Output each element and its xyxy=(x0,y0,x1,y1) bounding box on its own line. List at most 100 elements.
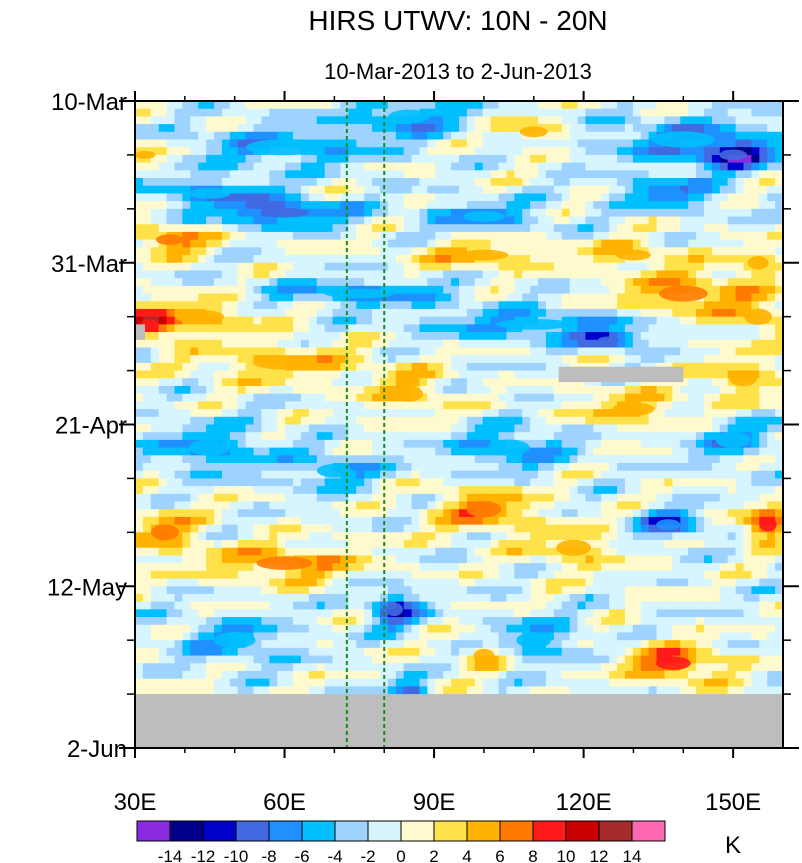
field-cell xyxy=(245,108,255,117)
field-cell xyxy=(316,201,326,210)
field-cell xyxy=(229,108,239,117)
field-cell xyxy=(182,385,191,395)
field-cell xyxy=(269,255,278,264)
field-cell xyxy=(229,532,239,541)
field-cell xyxy=(308,285,318,295)
field-cell xyxy=(609,270,618,279)
field-cell xyxy=(245,409,255,418)
field-cell xyxy=(419,409,428,418)
field-cell xyxy=(300,293,310,302)
field-cell xyxy=(348,362,357,372)
field-cell xyxy=(443,178,452,187)
field-cell xyxy=(648,555,658,564)
field-cell xyxy=(435,347,444,356)
field-cell xyxy=(735,193,745,202)
field-cell xyxy=(142,116,152,125)
field-cell xyxy=(150,255,160,264)
field-cell xyxy=(229,509,239,518)
field-cell xyxy=(553,432,563,441)
field-cell xyxy=(632,308,642,318)
field-cell xyxy=(198,139,207,148)
field-cell xyxy=(229,239,239,248)
field-cell xyxy=(743,409,752,418)
field-cell xyxy=(577,493,587,503)
field-cell xyxy=(498,131,508,141)
field-cell xyxy=(474,478,484,487)
field-cell xyxy=(221,524,231,533)
field-cell xyxy=(372,178,381,187)
field-cell xyxy=(150,116,160,125)
field-cell xyxy=(300,424,310,433)
field-cell xyxy=(601,285,610,295)
field-cell xyxy=(759,486,768,495)
field-cell xyxy=(387,316,397,325)
field-cell xyxy=(474,308,484,318)
field-cell xyxy=(624,332,634,341)
field-cell xyxy=(577,324,587,333)
field-cell xyxy=(506,139,515,148)
field-cell xyxy=(474,455,484,464)
field-cell xyxy=(142,470,152,480)
field-cell xyxy=(775,478,784,487)
field-cell xyxy=(285,439,294,449)
field-cell xyxy=(719,378,729,387)
field-cell xyxy=(593,131,602,141)
field-cell xyxy=(150,101,160,110)
field-cell xyxy=(775,224,784,233)
field-cell xyxy=(214,339,223,349)
field-cell xyxy=(324,478,334,487)
field-cell xyxy=(640,147,650,156)
field-cell xyxy=(372,355,381,364)
field-cell xyxy=(498,301,508,310)
field-cell xyxy=(356,247,365,256)
field-cell xyxy=(158,332,168,341)
field-cell xyxy=(640,255,650,264)
field-cell xyxy=(688,339,697,349)
field-cell xyxy=(577,339,587,349)
field-cell xyxy=(277,447,286,456)
field-cell xyxy=(696,247,705,256)
field-cell xyxy=(585,401,594,410)
field-cell xyxy=(324,501,334,510)
field-cell xyxy=(395,308,405,318)
field-cell xyxy=(174,308,184,318)
field-cell xyxy=(451,124,460,133)
field-cell xyxy=(624,424,634,433)
field-cell xyxy=(696,324,705,333)
field-cell xyxy=(182,162,191,171)
field-cell xyxy=(672,493,681,503)
field-cell xyxy=(166,501,176,510)
field-cell xyxy=(340,409,349,418)
field-cell xyxy=(466,193,476,202)
field-cell xyxy=(403,486,413,495)
field-cell xyxy=(640,393,650,402)
field-cell xyxy=(482,439,492,449)
field-cell xyxy=(538,308,547,318)
field-cell xyxy=(348,439,357,449)
field-cell xyxy=(253,470,263,480)
field-cell xyxy=(300,524,310,533)
field-cell xyxy=(411,509,421,518)
field-cell xyxy=(593,193,602,202)
field-cell xyxy=(703,478,713,487)
field-cell xyxy=(656,231,666,241)
field-cell xyxy=(332,385,342,395)
field-cell xyxy=(403,470,413,480)
field-cell xyxy=(775,555,784,564)
field-cell xyxy=(490,185,500,195)
field-cell xyxy=(340,432,349,441)
field-cell xyxy=(609,409,618,418)
field-cell xyxy=(775,416,784,426)
field-cell xyxy=(427,524,436,533)
field-cell xyxy=(490,139,500,148)
field-cell xyxy=(466,385,476,395)
field-cell xyxy=(253,332,263,341)
field-cell xyxy=(332,355,342,364)
field-cell xyxy=(767,424,776,433)
field-cell xyxy=(340,516,349,526)
field-cell xyxy=(656,116,666,125)
field-cell xyxy=(324,493,334,503)
field-cell xyxy=(395,270,405,279)
field-cell xyxy=(300,463,310,472)
field-cell xyxy=(688,231,697,241)
